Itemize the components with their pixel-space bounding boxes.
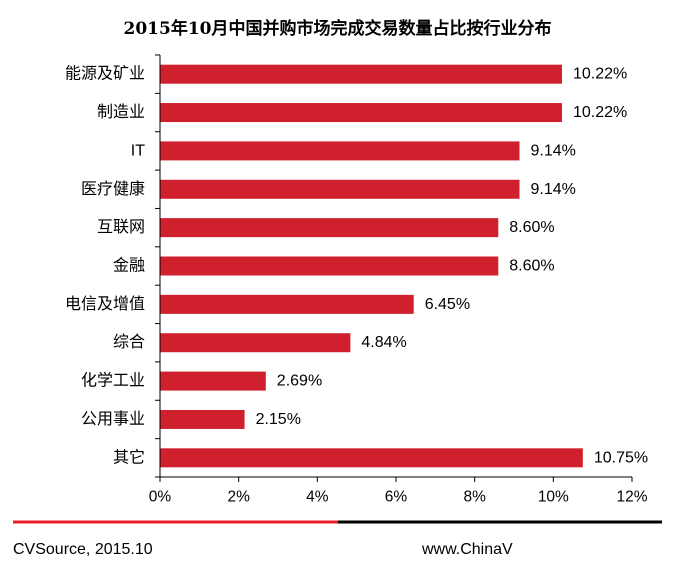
category-label: IT	[131, 142, 145, 159]
category-label: 电信及增值	[65, 295, 145, 313]
x-tick-label: 2%	[227, 489, 250, 506]
x-tick-label: 4%	[306, 489, 329, 506]
category-label: 综合	[113, 333, 145, 351]
data-label: 10.75%	[594, 449, 648, 466]
x-tick-label: 12%	[616, 489, 647, 506]
chart-title: 2015年10月中国并购市场完成交易数量占比按行业分布	[123, 19, 552, 39]
data-label: 9.14%	[531, 142, 576, 159]
category-label: 化学工业	[81, 372, 145, 390]
bar	[160, 218, 499, 238]
x-tick-label: 8%	[463, 489, 486, 506]
category-label: 能源及矿业	[65, 65, 145, 83]
source-note: CVSource, 2015.10	[13, 541, 153, 558]
bar	[160, 179, 520, 199]
data-label: 8.60%	[509, 219, 554, 236]
x-tick-label: 6%	[385, 489, 408, 506]
category-label: 其它	[113, 448, 145, 466]
data-label: 8.60%	[509, 258, 554, 275]
data-label: 2.15%	[256, 411, 301, 428]
category-label: 互联网	[97, 218, 145, 236]
bar	[160, 371, 266, 391]
bar	[160, 103, 562, 123]
category-label: 医疗健康	[81, 180, 145, 198]
data-label: 2.69%	[277, 373, 322, 390]
bar	[160, 409, 245, 429]
data-label: 9.14%	[531, 181, 576, 198]
x-tick-label: 0%	[149, 489, 172, 506]
x-tick-label: 10%	[538, 489, 569, 506]
bar	[160, 333, 351, 353]
bar	[160, 64, 562, 84]
category-label: 金融	[113, 257, 145, 275]
bar	[160, 448, 583, 468]
website-text: www.ChinaV	[422, 541, 513, 558]
data-label: 4.84%	[361, 334, 406, 351]
data-label: 10.22%	[573, 66, 627, 83]
bar	[160, 256, 499, 276]
category-label: 公用事业	[81, 410, 145, 428]
data-label: 10.22%	[573, 104, 627, 121]
category-label: 制造业	[97, 103, 145, 121]
bar	[160, 294, 414, 314]
bar	[160, 141, 520, 161]
data-label: 6.45%	[425, 296, 470, 313]
